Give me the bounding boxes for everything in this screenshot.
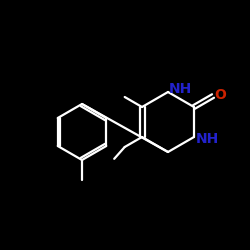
Text: NH: NH xyxy=(195,132,218,146)
Text: O: O xyxy=(214,88,226,102)
Text: NH: NH xyxy=(168,82,192,96)
